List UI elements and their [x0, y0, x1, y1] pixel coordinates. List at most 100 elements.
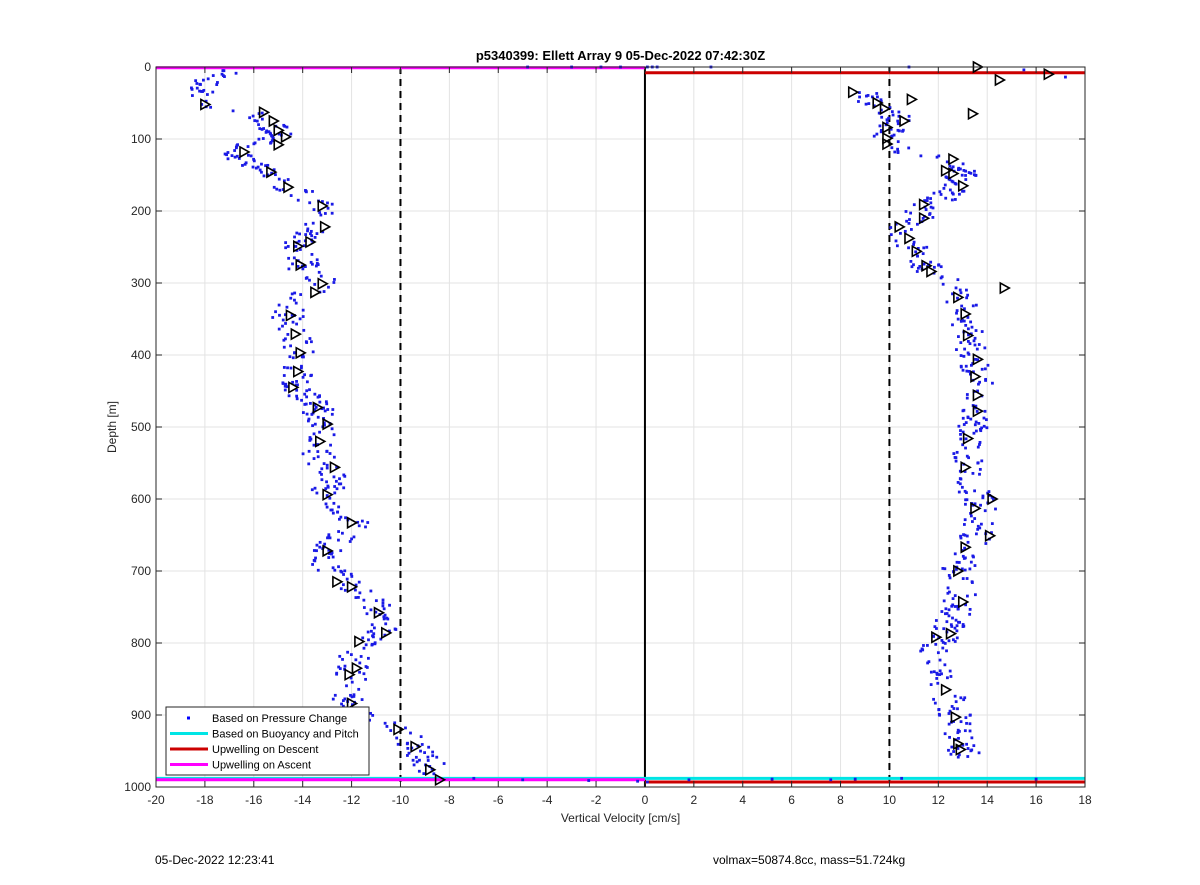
buoyancy-pitch-marker: [268, 114, 280, 128]
pressure-change-point: [357, 687, 361, 691]
pressure-change-point: [978, 443, 981, 446]
pressure-change-point: [313, 392, 317, 396]
pressure-change-point: [976, 524, 980, 528]
pressure-change-point: [975, 410, 979, 413]
pressure-change-point: [264, 164, 267, 168]
pressure-change-point: [299, 366, 303, 370]
pressure-change-point: [253, 119, 257, 123]
pressure-change-point: [957, 335, 960, 338]
pressure-change-point: [964, 446, 967, 450]
pressure-change-point: [961, 743, 965, 747]
buoyancy-pitch-marker: [329, 460, 342, 474]
pressure-change-point: [295, 388, 299, 392]
pressure-change-point: [293, 351, 296, 355]
pressure-change-point: [932, 697, 935, 701]
pressure-change-point: [971, 471, 975, 475]
pressure-change-point: [962, 523, 966, 526]
pressure-change-point: [407, 751, 411, 755]
pressure-change-point: [991, 381, 994, 385]
pressure-change-point: [374, 599, 378, 603]
pressure-change-point: [972, 744, 976, 748]
pressure-change-point: [312, 558, 316, 562]
pressure-change-point: [888, 106, 892, 110]
buoyancy-pitch-marker: [346, 516, 359, 530]
pressure-change-point: [382, 615, 386, 619]
pressure-change-point: [472, 776, 476, 780]
pressure-change-point: [936, 681, 940, 685]
pressure-change-point: [938, 713, 941, 717]
pressure-change-point: [323, 212, 327, 215]
pressure-change-point: [202, 88, 206, 92]
pressure-change-point: [952, 707, 956, 710]
pressure-change-point: [948, 590, 951, 594]
pressure-change-point: [937, 708, 941, 712]
pressure-change-point: [973, 502, 977, 506]
pressure-change-point: [291, 380, 294, 384]
pressure-change-point: [933, 625, 937, 629]
buoyancy-pitch-marker: [872, 96, 884, 110]
pressure-change-point: [350, 703, 354, 707]
buoyancy-pitch-marker: [312, 401, 324, 414]
pressure-change-point: [308, 388, 311, 392]
pressure-change-point: [330, 508, 334, 512]
pressure-change-point: [311, 424, 314, 428]
pressure-change-point: [383, 633, 387, 637]
pressure-change-point: [953, 626, 957, 630]
pressure-change-point: [965, 491, 968, 495]
pressure-change-point: [961, 430, 965, 434]
pressure-change-point: [948, 164, 952, 168]
pressure-change-point: [349, 693, 352, 697]
pressure-change-point: [225, 153, 228, 157]
pressure-change-point: [307, 417, 311, 421]
pressure-change-point: [969, 320, 973, 324]
pressure-change-point: [233, 155, 237, 159]
pressure-change-point: [326, 206, 330, 210]
pressure-change-point: [985, 426, 989, 430]
pressure-change-point: [322, 406, 325, 410]
pressure-change-point: [962, 698, 966, 702]
pressure-change-point: [291, 320, 295, 324]
pressure-change-point: [956, 481, 960, 484]
pressure-change-point: [332, 433, 336, 437]
buoyancy-pitch-marker: [354, 635, 366, 648]
pressure-change-point: [339, 515, 343, 519]
pressure-change-point: [864, 102, 868, 106]
pressure-change-point: [521, 778, 525, 782]
pressure-change-point: [958, 167, 962, 171]
pressure-change-point: [284, 322, 287, 325]
pressure-change-point: [950, 625, 954, 628]
pressure-change-point: [200, 102, 204, 106]
pressure-change-point: [301, 375, 305, 379]
pressure-change-point: [301, 308, 305, 312]
pressure-change-point: [974, 420, 978, 424]
pressure-change-point: [265, 129, 269, 133]
pressure-change-point: [933, 701, 937, 705]
pressure-change-point: [354, 583, 358, 587]
pressure-change-point: [320, 473, 323, 476]
buoyancy-markers: [200, 60, 1055, 787]
pressure-change-point: [289, 366, 293, 370]
pressure-change-point: [328, 452, 332, 455]
pressure-change-point: [973, 423, 977, 427]
pressure-change-point: [302, 244, 306, 248]
buoyancy-pitch-marker: [381, 626, 393, 640]
pressure-change-point: [909, 211, 913, 215]
pressure-change-point: [954, 618, 958, 622]
buoyancy-pitch-marker: [945, 627, 958, 640]
pressure-change-point: [920, 647, 924, 651]
pressure-change-point: [314, 556, 317, 560]
pressure-change-point: [356, 520, 360, 524]
pressure-change-point: [285, 125, 289, 129]
pressure-change-point: [968, 612, 972, 616]
pressure-change-point: [320, 478, 324, 482]
pressure-change-point: [406, 741, 409, 745]
pressure-change-point: [956, 317, 960, 321]
pressure-change-point: [951, 165, 955, 169]
pressure-change-point: [929, 201, 933, 205]
pressure-change-point: [958, 482, 962, 486]
pressure-change-point: [879, 100, 883, 103]
pressure-change-point: [304, 189, 307, 192]
pressure-change-point: [303, 265, 307, 268]
pressure-change-point: [963, 546, 967, 550]
pressure-change-point: [935, 627, 938, 630]
